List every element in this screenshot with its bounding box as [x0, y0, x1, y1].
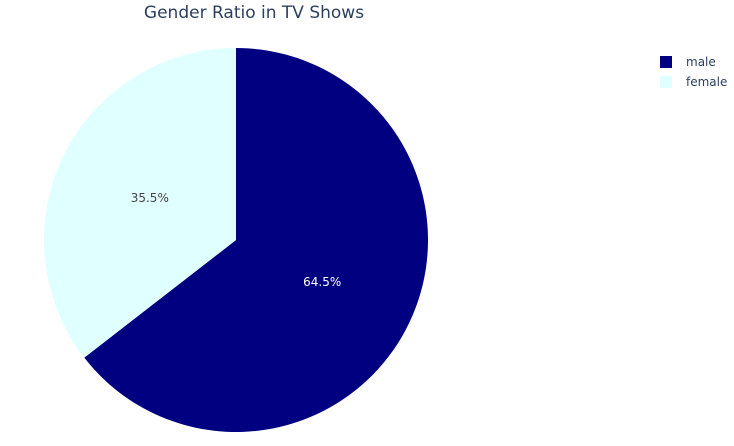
- legend-item-female[interactable]: female: [656, 72, 727, 92]
- legend-label-male: male: [686, 55, 716, 69]
- slice-label-female: 35.5%: [130, 190, 169, 205]
- pie-slice-female[interactable]: [44, 48, 236, 358]
- legend-swatch-female: [660, 76, 672, 88]
- legend-item-male[interactable]: male: [656, 52, 727, 72]
- pie-slice-male[interactable]: [84, 48, 429, 432]
- slice-label-male: 64.5%: [303, 275, 342, 290]
- legend-swatch-male: [660, 56, 672, 68]
- chart-title: Gender Ratio in TV Shows: [143, 3, 365, 23]
- legend-label-female: female: [686, 75, 728, 89]
- legend: male female: [656, 52, 727, 92]
